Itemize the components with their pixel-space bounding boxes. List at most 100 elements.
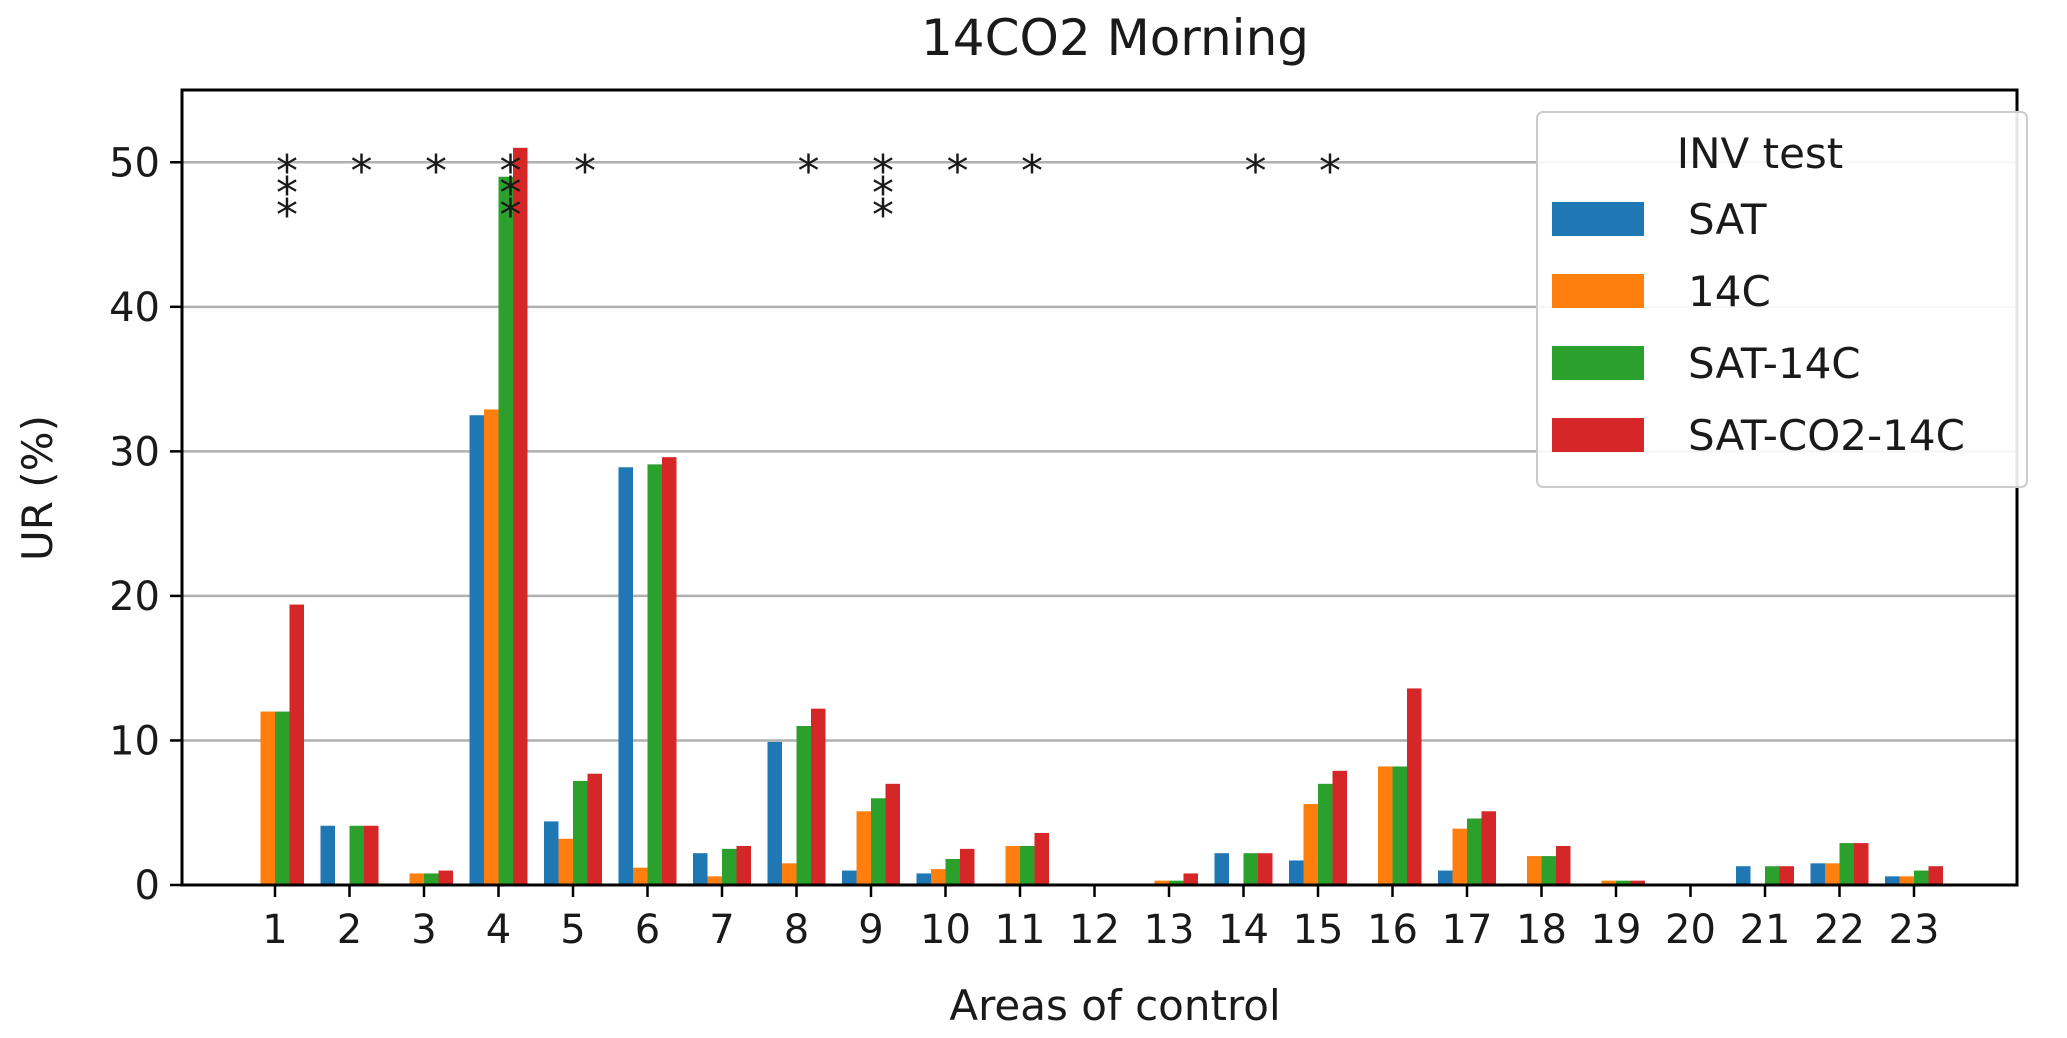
bar-14c (1899, 876, 1914, 885)
legend-swatch (1552, 418, 1644, 452)
x-tick-label: 4 (486, 907, 511, 953)
bar-14c (1601, 880, 1616, 885)
x-tick-label: 15 (1293, 907, 1344, 953)
y-tick-label: 30 (109, 429, 160, 475)
bar-sat-co2-14c (1556, 845, 1571, 885)
bar-sat-co2-14c (364, 825, 379, 885)
x-axis-title: Areas of control (949, 981, 1280, 1030)
significance-mark: * (1019, 146, 1046, 197)
significance-star: * (274, 190, 301, 241)
bar-sat-co2-14c (587, 773, 602, 885)
legend-label: SAT-CO2-14C (1688, 411, 1965, 460)
x-tick-label: 2 (337, 907, 362, 953)
bar-sat (320, 825, 335, 885)
bar-sat (1810, 863, 1825, 885)
significance-mark: * (1317, 146, 1344, 197)
x-tick-label: 10 (920, 907, 971, 953)
bar-14c (1825, 863, 1840, 885)
bar-sat-14c (275, 711, 290, 885)
bar-sat-14c (349, 825, 364, 885)
x-tick-label: 22 (1814, 907, 1865, 953)
chart-title: 14CO2 Morning (921, 9, 1309, 67)
bar-sat-14c (1243, 853, 1258, 885)
bar-sat-co2-14c (1258, 853, 1273, 885)
bar-sat (842, 870, 857, 885)
significance-mark: * (348, 146, 375, 197)
bar-sat-co2-14c (1630, 880, 1645, 885)
significance-mark: * (1242, 146, 1269, 197)
bars (260, 147, 1943, 886)
bar-sat-co2-14c (1407, 688, 1422, 885)
significance-star: * (944, 146, 971, 197)
bar-sat (469, 415, 484, 885)
significance-mark: *** (870, 146, 897, 241)
bar-sat (767, 741, 782, 885)
bar-sat-co2-14c (513, 147, 528, 885)
x-tick-label: 9 (858, 907, 883, 953)
bar-14c (782, 863, 797, 885)
bar-sat-14c (1392, 766, 1407, 885)
bar-sat-co2-14c (885, 783, 900, 885)
bar-14c (260, 711, 275, 885)
y-tick-label: 10 (109, 718, 160, 764)
bar-sat-co2-14c (1034, 832, 1049, 885)
significance-star: * (870, 146, 897, 197)
bar-sat-14c (1169, 880, 1184, 885)
significance-mark: *** (497, 146, 524, 241)
x-tick-label: 11 (995, 907, 1046, 953)
bar-14c (1527, 856, 1542, 885)
bar-sat-14c (424, 873, 439, 885)
legend-label: SAT (1688, 195, 1767, 244)
significance-mark: *** (274, 146, 301, 241)
x-tick-label: 5 (560, 907, 585, 953)
bar-14c (409, 873, 424, 885)
bar-14c (1452, 828, 1467, 885)
bar-sat-14c (1765, 866, 1780, 885)
x-tick-label: 16 (1367, 907, 1418, 953)
bar-sat-14c (1616, 880, 1631, 885)
significance-star: * (870, 190, 897, 241)
x-tick-label: 23 (1889, 907, 1940, 953)
x-tick-label: 1 (262, 907, 287, 953)
legend-frame (1536, 111, 2028, 488)
bar-sat (544, 821, 559, 885)
bar-sat-co2-14c (438, 870, 453, 885)
bar-sat (916, 873, 931, 885)
bar-14c (1378, 766, 1393, 885)
bar-sat-co2-14c (1481, 811, 1496, 885)
significance-star: * (795, 146, 822, 197)
x-tick-label: 7 (709, 907, 734, 953)
bar-sat-co2-14c (1779, 866, 1794, 885)
bar-sat (1736, 866, 1751, 885)
y-axis-title: UR (%) (13, 415, 62, 561)
bar-sat-co2-14c (662, 457, 677, 885)
bar-sat (1438, 870, 1453, 885)
bar-sat-14c (647, 464, 662, 885)
bar-sat-co2-14c (1183, 873, 1198, 885)
significance-star: * (1019, 146, 1046, 197)
significance-mark: * (423, 146, 450, 197)
bar-sat-14c (1318, 783, 1333, 885)
x-tick-label: 18 (1516, 907, 1567, 953)
significance-star: * (348, 146, 375, 197)
significance-star: * (423, 146, 450, 197)
legend-swatch (1552, 346, 1644, 380)
bar-sat-co2-14c (1928, 866, 1943, 885)
x-tick-label: 20 (1665, 907, 1716, 953)
x-tick-label: 19 (1591, 907, 1642, 953)
significance-annotations: **** * **** * **** * * * (274, 146, 1344, 241)
x-tick-label: 13 (1144, 907, 1195, 953)
bar-14c (707, 876, 722, 885)
bar-sat (1885, 876, 1900, 885)
legend-label: 14C (1688, 267, 1771, 316)
significance-mark: * (795, 146, 822, 197)
bar-sat-14c (945, 858, 960, 885)
bar-sat-co2-14c (1332, 770, 1347, 885)
x-tick-label: 3 (411, 907, 436, 953)
bar-14c (856, 811, 871, 885)
bar-sat-co2-14c (289, 604, 304, 885)
bar-sat-14c (498, 176, 513, 886)
bar-sat-14c (1020, 845, 1035, 885)
bar-14c (1005, 845, 1020, 885)
bar-sat-14c (1914, 870, 1929, 885)
